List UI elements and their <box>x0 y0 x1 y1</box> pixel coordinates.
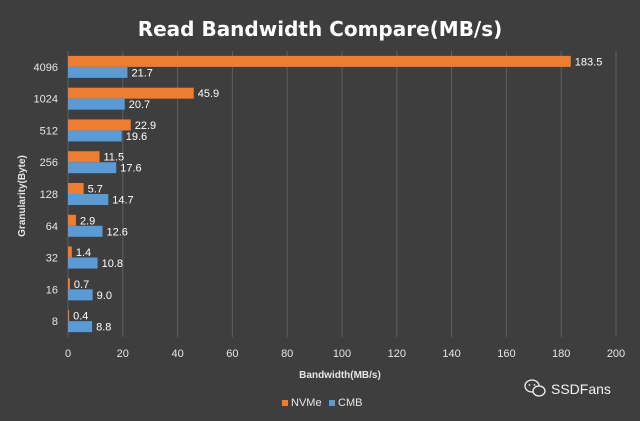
bar-cmb <box>68 162 117 174</box>
data-label: 10.8 <box>102 258 123 270</box>
data-label: 22.9 <box>135 120 156 132</box>
y-tick-label: 16 <box>46 284 58 296</box>
data-label: 9.0 <box>97 290 112 302</box>
data-label: 14.7 <box>112 195 133 207</box>
bar-cmb <box>68 66 128 78</box>
watermark-text: SSDFans <box>551 381 611 397</box>
legend-label: CMB <box>338 397 362 409</box>
x-tick-label: 60 <box>226 348 238 360</box>
y-tick-label: 128 <box>40 189 58 201</box>
data-label: 17.6 <box>120 163 141 175</box>
legend-swatch <box>282 400 288 406</box>
y-tick-label: 256 <box>40 157 58 169</box>
y-tick-label: 4096 <box>34 62 58 74</box>
data-label: 45.9 <box>198 88 219 100</box>
y-tick-label: 64 <box>46 221 58 233</box>
watermark: SSDFans <box>524 379 611 397</box>
data-labels: 183.5 21.7 45.9 20.7 22.919.611.517.6 5.7 14.7… <box>73 56 602 333</box>
bar-nvme <box>68 151 100 163</box>
data-label: 1.4 <box>76 247 91 259</box>
bar-nvme <box>68 183 84 194</box>
bar-nvme <box>68 119 131 131</box>
data-label: 20.7 <box>129 99 150 111</box>
x-tick-label: 120 <box>388 348 406 360</box>
data-label: 2.9 <box>80 215 95 227</box>
y-axis-ticks: 4096 1024 512 256 128 64 32 16 8 <box>34 62 58 328</box>
x-tick-label: 180 <box>552 348 570 360</box>
data-label: 11.5 <box>104 152 125 164</box>
data-label: 0.7 <box>74 279 89 291</box>
x-tick-label: 100 <box>333 348 351 360</box>
x-tick-label: 200 <box>607 348 625 360</box>
chart-title: Read Bandwidth Compare(MB/s) <box>138 17 503 41</box>
bar-cmb <box>68 225 103 237</box>
y-tick-label: 1024 <box>34 94 58 106</box>
wechat-icon <box>524 379 546 397</box>
bar-nvme <box>68 55 571 67</box>
y-tick-label: 8 <box>52 316 58 328</box>
data-label: 183.5 <box>575 56 603 68</box>
data-label: 5.7 <box>88 184 103 196</box>
bar-nvme <box>68 214 76 226</box>
bar-cmb <box>68 98 125 110</box>
x-tick-label: 20 <box>117 348 129 360</box>
bar-cmb <box>68 289 93 301</box>
x-tick-label: 80 <box>281 348 293 360</box>
bar-nvme <box>68 310 70 322</box>
x-tick-label: 140 <box>442 348 460 360</box>
x-tick-label: 160 <box>497 348 515 360</box>
data-label: 19.6 <box>126 131 147 143</box>
x-tick-label: 40 <box>171 348 183 360</box>
legend: NVMe CMB <box>282 397 362 409</box>
bar-nvme <box>68 278 70 290</box>
data-label: 0.4 <box>73 311 88 323</box>
y-axis-title: Granularity(Byte) <box>17 155 28 237</box>
data-label: 8.8 <box>96 322 111 334</box>
data-label: 12.6 <box>107 226 128 238</box>
x-axis-title: Bandwidth(MB/s) <box>299 370 381 381</box>
bar-nvme <box>68 246 72 258</box>
y-tick-label: 32 <box>46 253 58 265</box>
x-tick-label: 0 <box>65 348 71 360</box>
bar-cmb <box>68 130 122 142</box>
bar-cmb <box>68 257 98 269</box>
bars <box>68 55 571 333</box>
bar-nvme <box>68 87 194 99</box>
legend-swatch <box>329 400 335 406</box>
y-tick-label: 512 <box>40 125 58 137</box>
bar-cmb <box>68 321 93 333</box>
data-label: 21.7 <box>131 67 152 79</box>
legend-label: NVMe <box>291 397 322 409</box>
x-axis-ticks: 0 20 40 60 80 100 120 140 160 180 200 <box>65 348 625 360</box>
bar-cmb <box>68 194 109 205</box>
